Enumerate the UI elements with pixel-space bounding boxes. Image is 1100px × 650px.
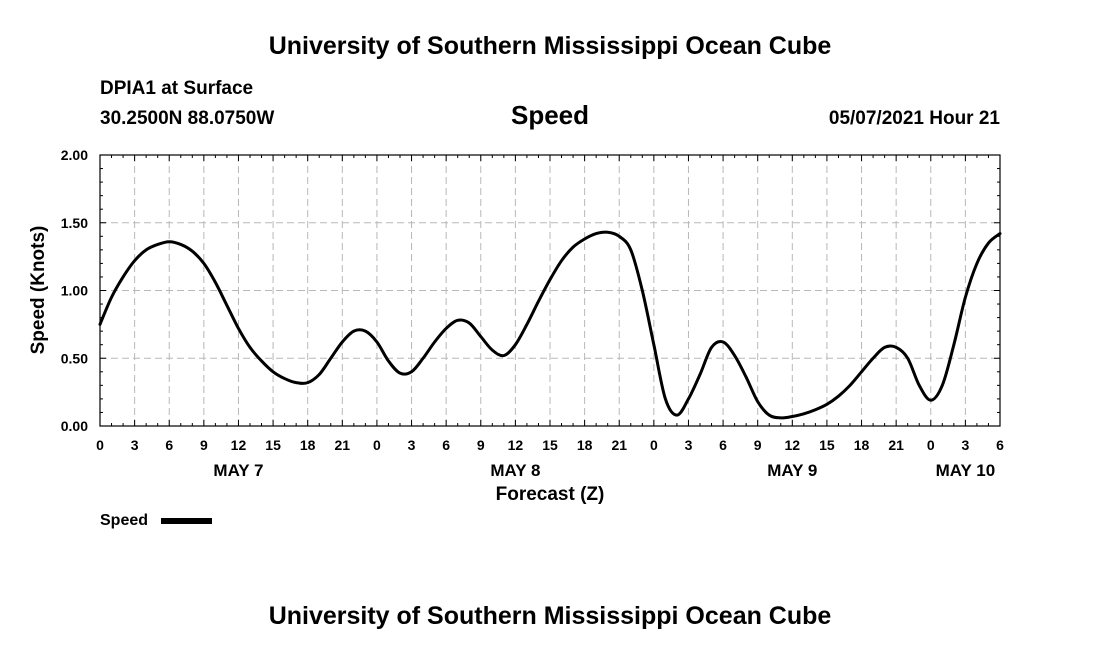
x-tick-label: 9: [200, 437, 208, 453]
x-tick-label: 9: [477, 437, 485, 453]
x-tick-label: 18: [577, 437, 593, 453]
day-label: MAY 7: [213, 461, 263, 480]
x-tick-label: 3: [408, 437, 416, 453]
day-label: MAY 9: [767, 461, 817, 480]
x-tick-label: 6: [719, 437, 727, 453]
x-tick-label: 0: [96, 437, 104, 453]
x-tick-label: 6: [442, 437, 450, 453]
x-tick-label: 12: [508, 437, 524, 453]
x-tick-label: 0: [650, 437, 658, 453]
x-tick-label: 18: [300, 437, 316, 453]
page-title-bottom: University of Southern Mississippi Ocean…: [269, 602, 832, 630]
legend-label: Speed: [100, 512, 148, 529]
x-tick-label: 15: [542, 437, 558, 453]
plot-frame: [99, 154, 1001, 427]
chart-title: Speed: [511, 100, 589, 130]
x-tick-label: 12: [785, 437, 801, 453]
x-tick-label: 0: [927, 437, 935, 453]
page-title-top: University of Southern Mississippi Ocean…: [269, 32, 832, 60]
x-tick-label: 0: [373, 437, 381, 453]
day-label: MAY 8: [490, 461, 540, 480]
x-tick-label: 15: [265, 437, 281, 453]
series-layer: [98, 230, 1002, 420]
x-tick-label: 15: [819, 437, 835, 453]
speed-series-line: [98, 230, 1002, 420]
x-tick-label: 3: [131, 437, 139, 453]
grid-lines: [100, 155, 1000, 426]
x-tick-label: 9: [754, 437, 762, 453]
y-tick-label: 0.00: [61, 418, 88, 434]
x-axis-label: Forecast (Z): [496, 484, 605, 505]
x-tick-label: 18: [854, 437, 870, 453]
day-label: MAY 10: [936, 461, 996, 480]
y-tick-label: 2.00: [61, 147, 88, 163]
x-tick-label: 21: [335, 437, 351, 453]
station-label: DPIA1 at Surface: [100, 78, 253, 99]
coordinates-label: 30.2500N 88.0750W: [100, 108, 274, 129]
x-tick-label: 3: [685, 437, 693, 453]
y-tick-label: 1.00: [61, 283, 88, 299]
x-tick-label: 21: [611, 437, 627, 453]
x-tick-label: 3: [961, 437, 969, 453]
y-tick-label: 1.50: [61, 215, 88, 231]
y-tick-label: 0.50: [61, 350, 88, 366]
y-axis-label: Speed (Knots): [28, 226, 49, 355]
datetime-label: 05/07/2021 Hour 21: [829, 108, 1001, 129]
x-tick-label: 6: [165, 437, 173, 453]
x-tick-label: 6: [996, 437, 1004, 453]
x-tick-label: 12: [231, 437, 247, 453]
x-tick-label: 21: [888, 437, 904, 453]
tick-labels: 0 3 6 9 12 15 18 21 0 3 6 9 12 15 18 21 0 3 6 9 12 15 18 21 0 3 6 0…: [61, 147, 1004, 480]
